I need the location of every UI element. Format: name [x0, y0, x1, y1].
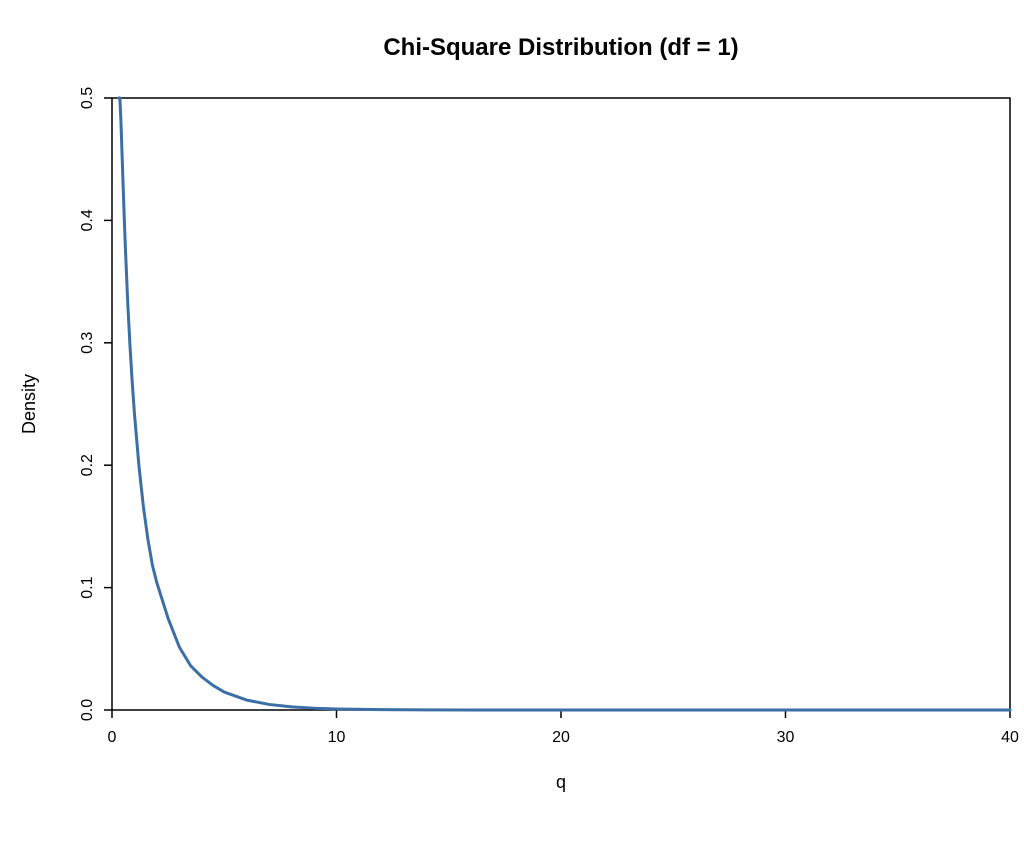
y-tick-label: 0.2 [79, 454, 96, 476]
x-tick-label: 40 [1001, 729, 1019, 746]
y-tick-label: 0.5 [79, 87, 96, 109]
y-axis-label: Density [19, 374, 39, 434]
chi-square-chart: 0 10 20 30 40 0.0 0.1 0.2 0.3 0.4 0.5 Chi-Square Di… [0, 0, 1024, 852]
y-tick-label: 0.4 [79, 209, 96, 231]
x-tick-label: 30 [777, 729, 795, 746]
chart-title: Chi-Square Distribution (df = 1) [383, 34, 738, 61]
x-tick-label: 10 [328, 729, 346, 746]
y-tick-label: 0.1 [79, 576, 96, 598]
x-tick-label: 20 [552, 729, 570, 746]
x-tick-label: 0 [108, 729, 117, 746]
chart-container: 0 10 20 30 40 0.0 0.1 0.2 0.3 0.4 0.5 Chi-Square Di… [0, 0, 1024, 852]
y-tick-label: 0.3 [79, 332, 96, 354]
x-axis-label: q [556, 772, 566, 792]
y-tick-label: 0.0 [79, 699, 96, 721]
